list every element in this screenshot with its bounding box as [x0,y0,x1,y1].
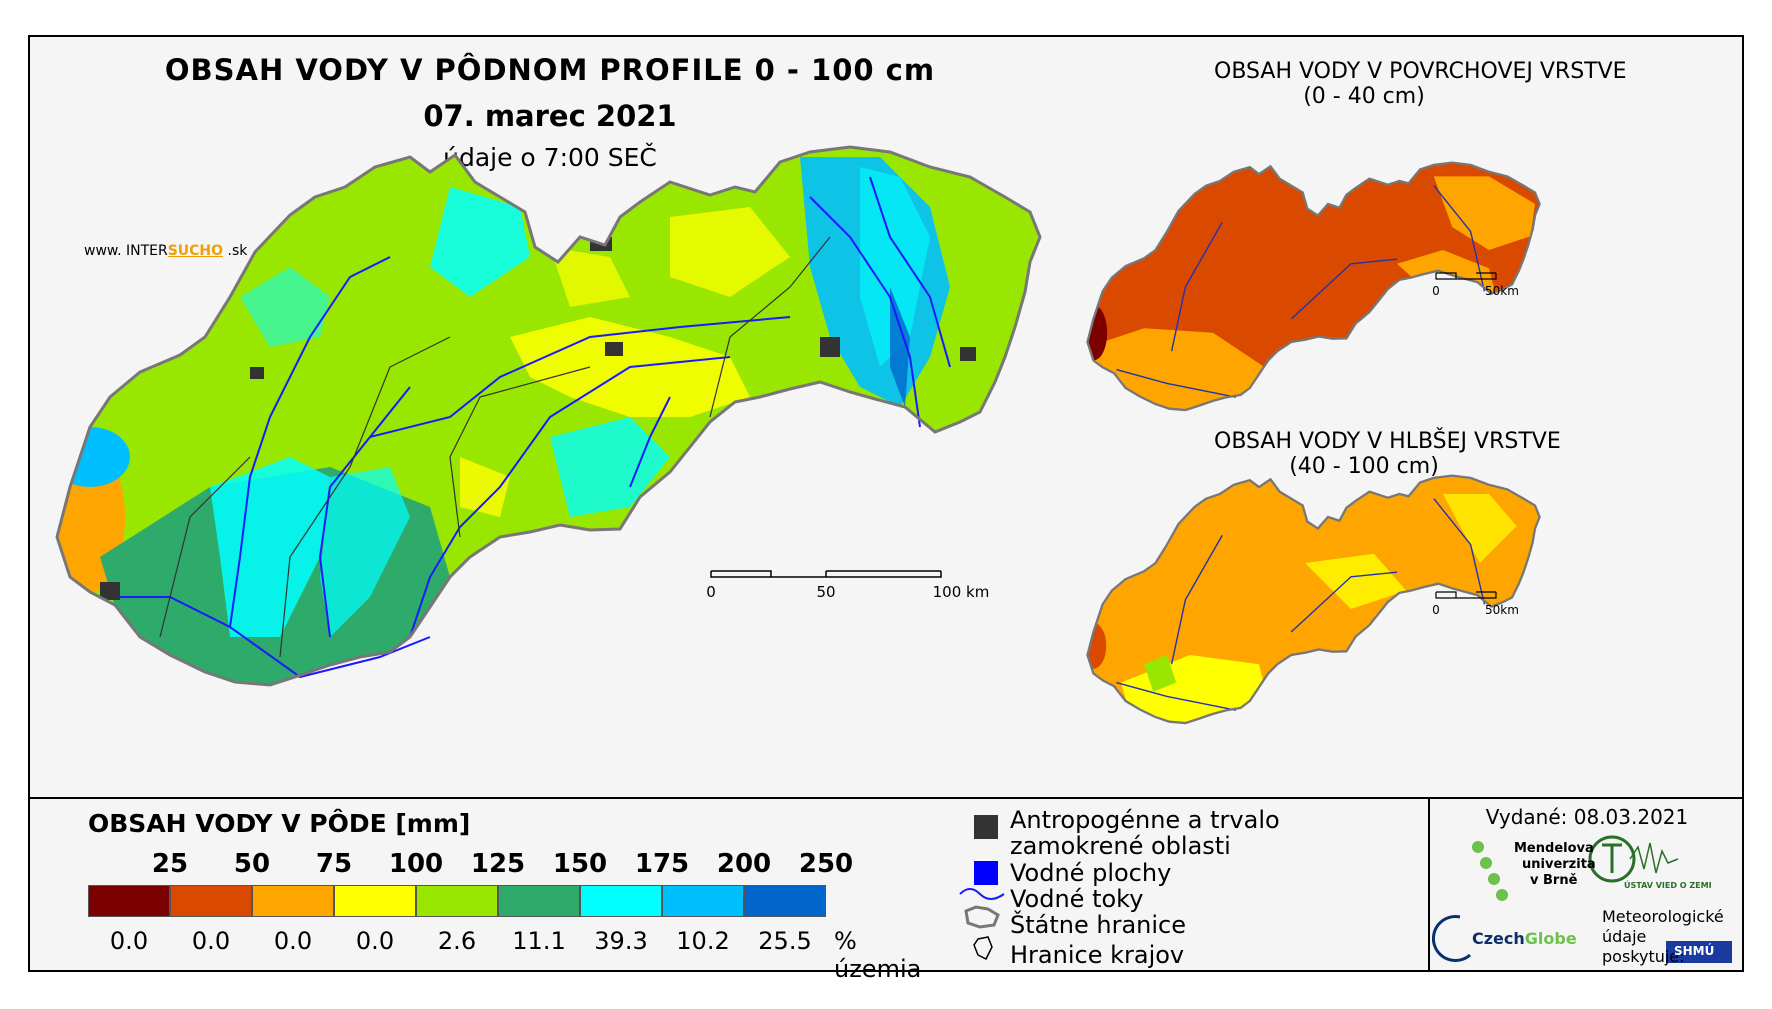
legend-percentage: 0.0 [355,927,395,955]
legend-percentage: 0.0 [273,927,313,955]
legend-swatch [88,885,170,917]
logos-area [1431,835,1732,963]
issued-divider [1428,797,1430,972]
legend-threshold: 250 [798,849,854,879]
website-link[interactable]: www. INTERSUCHO .sk [84,243,247,259]
legend-percentage: 10.2 [676,927,730,955]
legend-threshold: 125 [470,849,526,879]
legend-threshold: 25 [151,849,189,879]
legend-threshold: 50 [233,849,271,879]
water-body-label: Vodné plochy [1010,859,1172,887]
urban-area-label-line1: Antropogénne a trvalo [1010,806,1280,834]
uvz-logo-icon [1588,835,1679,883]
main-scale-label-50: 50 [816,583,835,601]
czechglobe-name: CzechGlobe [1472,929,1577,948]
legend-swatch [498,885,580,917]
map-subtitle: údaje o 7:00 SEČ [443,143,657,172]
main-scale-label-0: 0 [706,583,716,601]
legend-threshold: 100 [388,849,444,879]
state-border-label: Štátne hranice [1010,911,1186,939]
website-prefix: www. [84,243,126,259]
legend-title: OBSAH VODY V PÔDE [mm] [88,809,471,838]
legend-threshold: 75 [315,849,353,879]
inset-surface-scale-bar [1435,272,1497,280]
met-label-2: údaje [1602,927,1647,946]
inset-deep-scale-0: 0 [1432,603,1440,617]
legend-swatch [252,885,334,917]
met-label-3: poskytuje: [1602,947,1685,966]
inset-deep-title-line1: OBSAH VODY V HLBŠEJ VRSTVE [1214,429,1561,454]
main-scale-bar [710,570,942,578]
inset-surface-scale-0: 0 [1432,284,1440,298]
inset-surface-title-line2: (0 - 40 cm) [1303,84,1425,109]
shmu-name: SHMÚ [1674,944,1715,958]
mendel-name-1: Mendelova [1514,841,1594,856]
inset-deep-title: OBSAH VODY V HLBŠEJ VRSTVE (40 - 100 cm) [1214,429,1561,479]
legend-swatch [580,885,662,917]
map-frame: OBSAH VODY V PÔDNOM PROFILE 0 - 100 cm 0… [28,35,1744,983]
main-map [55,145,1042,687]
legend-percentage: 0.0 [109,927,149,955]
legend-threshold: 150 [552,849,608,879]
issued-date: Vydané: 08.03.2021 [1485,805,1689,829]
website-suffix: .sk [223,243,248,259]
legend-swatch [416,885,498,917]
inset-surface-map [1086,161,1541,412]
czechglobe-name-b: Globe [1524,929,1577,948]
line-symbols [959,888,1005,961]
urban-area-symbol [974,815,998,839]
map-date: 07. marec 2021 [423,99,677,133]
czechglobe-name-a: Czech [1472,929,1525,948]
legend-unit: % územia [834,927,922,983]
inset-deep-map [1086,474,1541,725]
inset-deep-scale-bar [1435,591,1497,599]
mendel-name-2: univerzita [1522,857,1596,872]
urban-area-label: Antropogénne a trvalo zamokrené oblasti [1010,807,1280,859]
legend-percentage: 11.1 [512,927,566,955]
legend-swatch [334,885,416,917]
legend-percentage: 25.5 [758,927,812,955]
inset-deep-scale-50: 50km [1485,603,1519,617]
urban-area-label-line2: zamokrené oblasti [1010,832,1231,860]
mendel-logo-dots [1472,841,1508,901]
legend-threshold: 175 [634,849,690,879]
legend-percentage: 39.3 [594,927,648,955]
river-label: Vodné toky [1010,885,1144,913]
uvz-name: ÚSTAV VIED O ZEMI [1624,881,1712,890]
main-scale-label-100: 100 km [933,583,990,601]
website-brand-b: SUCHO [167,243,224,259]
legend-divider [30,797,1742,799]
water-body-symbol [974,861,998,885]
shmu-logo [1666,941,1732,963]
region-border-label: Hranice krajov [1010,941,1185,969]
legend-swatch [744,885,826,917]
legend-percentage: 2.6 [437,927,477,955]
map-title: OBSAH VODY V PÔDNOM PROFILE 0 - 100 cm [164,53,936,87]
inset-surface-scale-50: 50km [1485,284,1519,298]
maps-canvas: 0 50 100 km 0 50km 0 50km [55,145,1541,725]
legend-swatch [662,885,744,917]
inset-deep-title-line2: (40 - 100 cm) [1289,454,1439,479]
mendel-name-3: v Brně [1530,873,1578,888]
czechglobe-logo-arc [1431,915,1471,963]
website-brand-a: INTER [125,243,168,259]
legend-percentage: 0.0 [191,927,231,955]
legend-swatch [170,885,252,917]
legend-threshold: 200 [716,849,772,879]
met-label-1: Meteorologické [1602,907,1724,926]
